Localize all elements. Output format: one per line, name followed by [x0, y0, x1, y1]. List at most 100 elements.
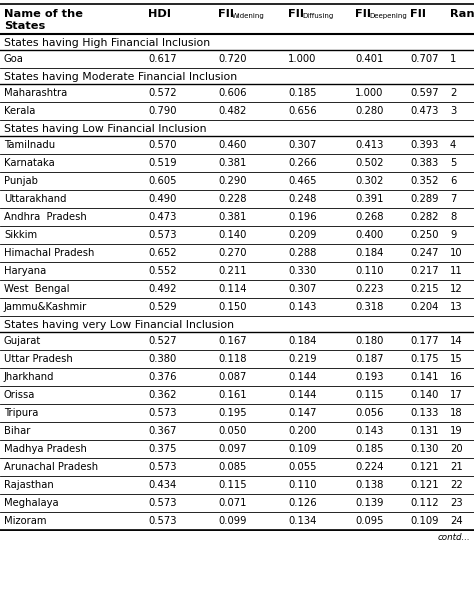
Text: 0.465: 0.465: [288, 176, 317, 186]
Text: 0.121: 0.121: [410, 462, 438, 472]
Text: Tripura: Tripura: [4, 408, 38, 418]
Text: 7: 7: [450, 194, 456, 204]
Text: 0.492: 0.492: [148, 284, 176, 294]
Text: 0.330: 0.330: [288, 266, 316, 276]
Text: 0.130: 0.130: [410, 444, 438, 454]
Text: States having High Financial Inclusion: States having High Financial Inclusion: [4, 38, 210, 48]
Text: 0.110: 0.110: [355, 266, 383, 276]
Text: 0.161: 0.161: [218, 390, 246, 400]
Text: 9: 9: [450, 230, 456, 240]
Text: 0.529: 0.529: [148, 302, 177, 312]
Text: 0.381: 0.381: [218, 212, 246, 222]
Text: 0.401: 0.401: [355, 54, 383, 64]
Text: 0.223: 0.223: [355, 284, 383, 294]
Text: 0.147: 0.147: [288, 408, 317, 418]
Text: 0.248: 0.248: [288, 194, 316, 204]
Text: FII: FII: [355, 9, 371, 19]
Text: West  Bengal: West Bengal: [4, 284, 70, 294]
Text: Himachal Pradesh: Himachal Pradesh: [4, 248, 94, 258]
Text: 24: 24: [450, 516, 463, 526]
Text: Name of the: Name of the: [4, 9, 83, 19]
Text: Punjab: Punjab: [4, 176, 38, 186]
Text: Diffusing: Diffusing: [302, 13, 333, 19]
Text: Madhya Pradesh: Madhya Pradesh: [4, 444, 87, 454]
Text: 0.605: 0.605: [148, 176, 176, 186]
Text: 0.247: 0.247: [410, 248, 438, 258]
Text: 0.383: 0.383: [410, 158, 438, 168]
Text: 0.460: 0.460: [218, 140, 246, 150]
Text: 0.167: 0.167: [218, 336, 246, 346]
Text: 0.215: 0.215: [410, 284, 438, 294]
Text: 0.250: 0.250: [410, 230, 438, 240]
Text: 0.307: 0.307: [288, 284, 316, 294]
Text: 3: 3: [450, 106, 456, 116]
Text: 0.228: 0.228: [218, 194, 246, 204]
Text: 0.209: 0.209: [288, 230, 317, 240]
Text: 17: 17: [450, 390, 463, 400]
Text: 0.180: 0.180: [355, 336, 383, 346]
Text: 21: 21: [450, 462, 463, 472]
Text: 0.573: 0.573: [148, 408, 176, 418]
Text: 0.219: 0.219: [288, 354, 317, 364]
Text: 12: 12: [450, 284, 463, 294]
Text: FII: FII: [218, 9, 234, 19]
Text: 0.573: 0.573: [148, 462, 176, 472]
Text: 2: 2: [450, 88, 456, 98]
Text: 20: 20: [450, 444, 463, 454]
Text: 1.000: 1.000: [355, 88, 383, 98]
Text: 0.527: 0.527: [148, 336, 177, 346]
Text: Andhra  Pradesh: Andhra Pradesh: [4, 212, 87, 222]
Text: 0.268: 0.268: [355, 212, 383, 222]
Text: 0.573: 0.573: [148, 516, 176, 526]
Text: 0.362: 0.362: [148, 390, 176, 400]
Text: 0.115: 0.115: [355, 390, 383, 400]
Text: 6: 6: [450, 176, 456, 186]
Text: Jammu&Kashmir: Jammu&Kashmir: [4, 302, 87, 312]
Text: 1.000: 1.000: [288, 54, 316, 64]
Text: 0.099: 0.099: [218, 516, 246, 526]
Text: Uttarakhand: Uttarakhand: [4, 194, 66, 204]
Text: 0.126: 0.126: [288, 498, 317, 508]
Text: Arunachal Pradesh: Arunachal Pradesh: [4, 462, 98, 472]
Text: 0.114: 0.114: [218, 284, 246, 294]
Text: 0.141: 0.141: [410, 372, 438, 382]
Text: 13: 13: [450, 302, 463, 312]
Text: contd...: contd...: [437, 534, 470, 543]
Text: 0.095: 0.095: [355, 516, 383, 526]
Text: Tamilnadu: Tamilnadu: [4, 140, 55, 150]
Text: 0.118: 0.118: [218, 354, 246, 364]
Text: 0.720: 0.720: [218, 54, 246, 64]
Text: 0.175: 0.175: [410, 354, 438, 364]
Text: 0.413: 0.413: [355, 140, 383, 150]
Text: 8: 8: [450, 212, 456, 222]
Text: 0.140: 0.140: [218, 230, 246, 240]
Text: 0.144: 0.144: [288, 372, 316, 382]
Text: 0.131: 0.131: [410, 426, 438, 436]
Text: 23: 23: [450, 498, 463, 508]
Text: 0.140: 0.140: [410, 390, 438, 400]
Text: 0.115: 0.115: [218, 480, 246, 490]
Text: 0.217: 0.217: [410, 266, 438, 276]
Text: 0.110: 0.110: [288, 480, 317, 490]
Text: 0.266: 0.266: [288, 158, 317, 168]
Text: 0.318: 0.318: [355, 302, 383, 312]
Text: 1: 1: [450, 54, 456, 64]
Text: 0.150: 0.150: [218, 302, 246, 312]
Text: 0.211: 0.211: [218, 266, 246, 276]
Text: 0.288: 0.288: [288, 248, 316, 258]
Text: FII: FII: [288, 9, 304, 19]
Text: 0.134: 0.134: [288, 516, 316, 526]
Text: 10: 10: [450, 248, 463, 258]
Text: 0.143: 0.143: [288, 302, 316, 312]
Text: 0.109: 0.109: [288, 444, 317, 454]
Text: 0.185: 0.185: [288, 88, 317, 98]
Text: 0.375: 0.375: [148, 444, 176, 454]
Text: Haryana: Haryana: [4, 266, 46, 276]
Text: 0.656: 0.656: [288, 106, 317, 116]
Text: 0.490: 0.490: [148, 194, 176, 204]
Text: Bihar: Bihar: [4, 426, 30, 436]
Text: 0.597: 0.597: [410, 88, 438, 98]
Text: 0.434: 0.434: [148, 480, 176, 490]
Text: FII: FII: [410, 9, 426, 19]
Text: 0.050: 0.050: [218, 426, 246, 436]
